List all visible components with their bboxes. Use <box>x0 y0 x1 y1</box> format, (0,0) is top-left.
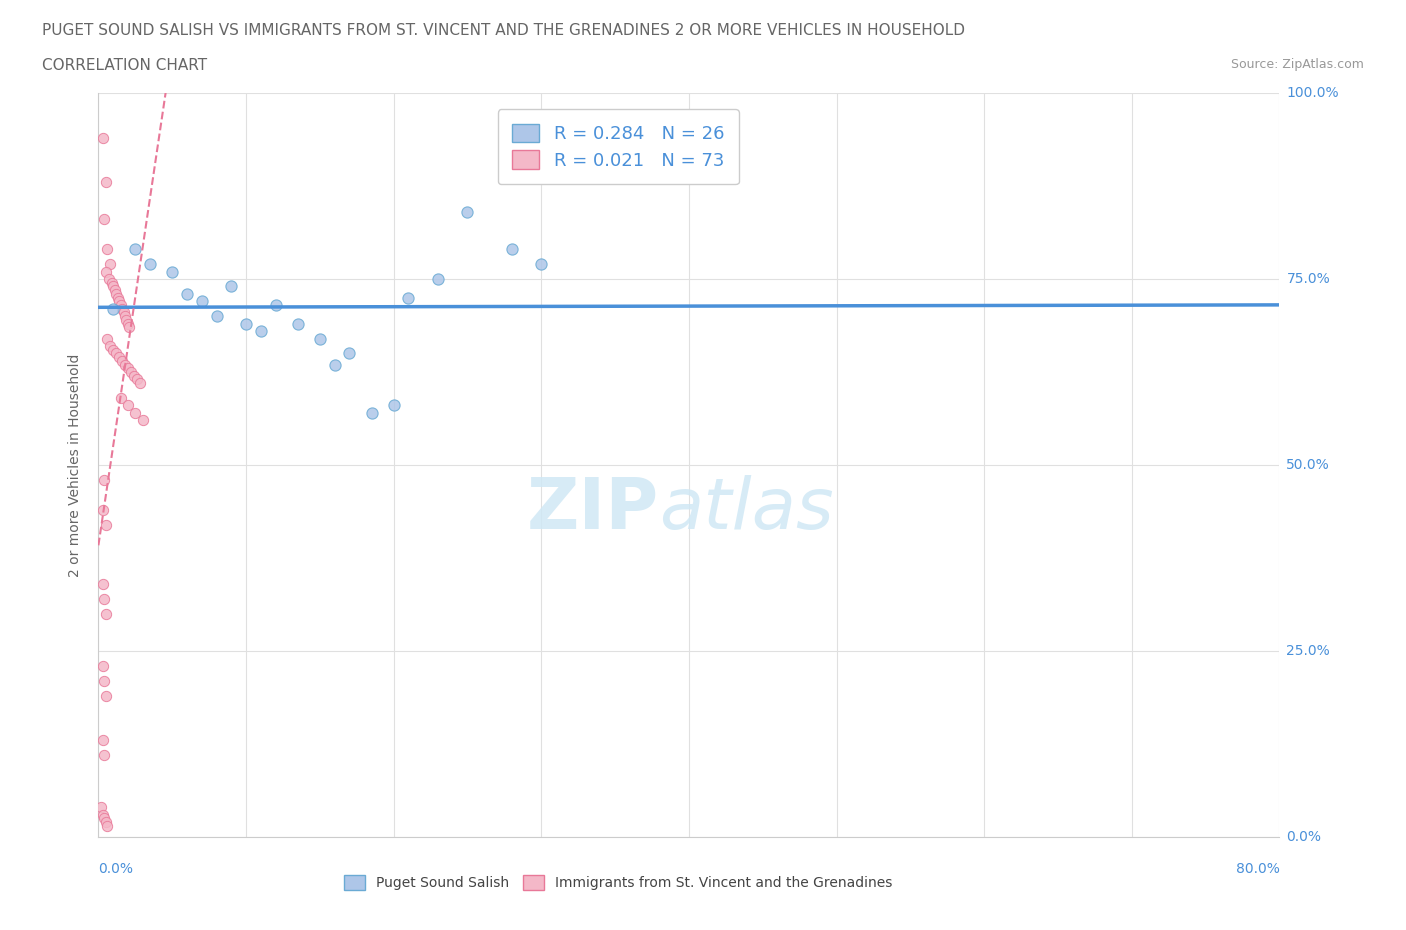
Point <box>323 357 346 372</box>
Point <box>264 298 287 312</box>
Text: 25.0%: 25.0% <box>1286 644 1330 658</box>
Point <box>250 324 273 339</box>
Point <box>94 264 117 279</box>
Point <box>309 331 332 346</box>
Point <box>125 372 148 387</box>
Point <box>94 606 117 621</box>
Point <box>96 818 118 833</box>
Point <box>115 312 138 327</box>
Point <box>117 361 139 376</box>
Point <box>96 331 118 346</box>
Point <box>98 257 121 272</box>
Point <box>93 212 115 227</box>
Text: 100.0%: 100.0% <box>1286 86 1339 100</box>
Point <box>103 279 125 294</box>
Point <box>108 350 131 365</box>
Text: Source: ZipAtlas.com: Source: ZipAtlas.com <box>1230 58 1364 71</box>
Point <box>396 290 419 305</box>
Legend: Puget Sound Salish, Immigrants from St. Vincent and the Grenadines: Puget Sound Salish, Immigrants from St. … <box>337 869 900 897</box>
Point <box>111 301 134 316</box>
Point <box>93 472 115 487</box>
Text: ZIP: ZIP <box>527 475 659 544</box>
Point <box>427 272 450 286</box>
Point <box>93 811 115 826</box>
Point <box>110 298 132 312</box>
Point <box>128 376 150 391</box>
Point <box>94 815 117 830</box>
Point <box>117 398 139 413</box>
Point <box>107 290 129 305</box>
Point <box>104 283 127 298</box>
Point <box>114 357 136 372</box>
Point <box>105 286 128 301</box>
Point <box>94 517 117 532</box>
Point <box>100 275 122 290</box>
Point <box>91 807 114 822</box>
Point <box>93 673 115 688</box>
Point <box>122 368 145 383</box>
Point <box>124 405 146 420</box>
Point <box>235 316 257 331</box>
Point <box>132 413 155 428</box>
Point <box>114 309 136 324</box>
Point <box>94 688 117 703</box>
Point <box>191 294 214 309</box>
Text: 0.0%: 0.0% <box>1286 830 1322 844</box>
Point <box>90 800 112 815</box>
Point <box>287 316 309 331</box>
Point <box>176 286 198 301</box>
Point <box>530 257 553 272</box>
Point <box>91 502 114 517</box>
Point <box>103 301 125 316</box>
Point <box>93 591 115 606</box>
Text: CORRELATION CHART: CORRELATION CHART <box>42 58 207 73</box>
Text: 75.0%: 75.0% <box>1286 272 1330 286</box>
Point <box>501 242 523 257</box>
Point <box>117 316 139 331</box>
Point <box>382 398 405 413</box>
Point <box>337 346 360 361</box>
Point <box>112 305 135 320</box>
Point <box>360 405 382 420</box>
Point <box>103 342 125 357</box>
Point <box>120 365 142 379</box>
Point <box>124 242 146 257</box>
Text: atlas: atlas <box>659 475 834 544</box>
Point <box>91 733 114 748</box>
Text: PUGET SOUND SALISH VS IMMIGRANTS FROM ST. VINCENT AND THE GRENADINES 2 OR MORE V: PUGET SOUND SALISH VS IMMIGRANTS FROM ST… <box>42 23 965 38</box>
Point <box>96 242 118 257</box>
Point <box>91 130 114 145</box>
Point <box>108 294 131 309</box>
Point <box>97 272 120 286</box>
Point <box>93 748 115 763</box>
Text: 80.0%: 80.0% <box>1236 862 1279 876</box>
Point <box>98 339 121 353</box>
Point <box>105 346 128 361</box>
Point <box>219 279 243 294</box>
Point <box>456 205 478 219</box>
Point <box>91 658 114 673</box>
Point <box>111 353 134 368</box>
Point <box>162 264 183 279</box>
Point <box>110 391 132 405</box>
Point <box>139 257 162 272</box>
Point <box>205 309 228 324</box>
Text: 50.0%: 50.0% <box>1286 458 1330 472</box>
Text: 0.0%: 0.0% <box>98 862 134 876</box>
Point <box>91 577 114 591</box>
Point <box>118 320 141 335</box>
Point <box>94 175 117 190</box>
Y-axis label: 2 or more Vehicles in Household: 2 or more Vehicles in Household <box>69 353 83 577</box>
